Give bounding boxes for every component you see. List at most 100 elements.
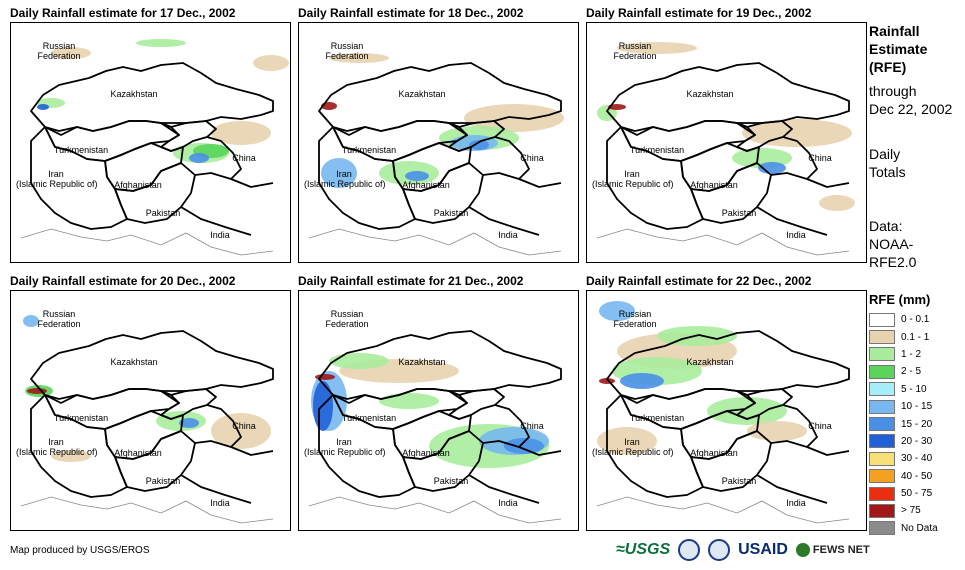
through-date: Dec 22, 2002 (869, 101, 953, 117)
country-label-india: India (210, 230, 230, 240)
rainfall-map: Russian Federation Kazakhstan Turkmenistan… (10, 22, 291, 263)
legend-item: 50 - 75 (869, 485, 938, 502)
rainfall-area (379, 393, 439, 409)
country-label-india: India (498, 498, 518, 508)
country-label-kazakhstan: Kazakhstan (110, 89, 158, 99)
rainfall-map: Russian Federation Kazakhstan Turkmenistan… (586, 22, 867, 263)
country-label-afghanistan: Afghanistan (690, 180, 738, 190)
map-svg (596, 42, 855, 256)
panel-title: Daily Rainfall estimate for 19 Dec., 200… (586, 6, 812, 20)
rainfall-area (211, 413, 271, 449)
country-border (318, 394, 416, 498)
country-border (180, 440, 274, 504)
country-border (782, 404, 818, 448)
legend-item: 40 - 50 (869, 468, 938, 485)
coastline (596, 228, 850, 256)
legend-swatch (869, 486, 895, 501)
map-svg (20, 39, 289, 256)
country-border (318, 126, 416, 230)
panel-title: Daily Rainfall estimate for 17 Dec., 200… (10, 6, 236, 20)
rainfall-area (179, 418, 199, 428)
country-label-iran: Iran (Islamic Republic of) (16, 437, 98, 457)
rainfall-map: Russian Federation Kazakhstan Turkmenistan… (298, 22, 579, 263)
country-label-pakistan: Pakistan (433, 208, 469, 218)
coastline (20, 228, 274, 256)
noaa-logo-icon (678, 539, 701, 561)
rainfall-area (608, 104, 626, 110)
legend-item: 2 - 5 (869, 363, 938, 380)
legend-title: RFE (mm) (869, 292, 931, 307)
legend-swatch (869, 451, 895, 466)
rainfall-area (620, 373, 664, 389)
country-border (494, 136, 530, 180)
data-label-3: RFE2.0 (869, 254, 917, 270)
data-label-2: NOAA- (869, 236, 914, 252)
country-border (606, 126, 704, 230)
country-label-india: India (786, 230, 806, 240)
rainfall-area (253, 55, 289, 71)
country-border (468, 172, 562, 236)
daily-label-2: Totals (869, 164, 906, 180)
country-label-pakistan: Pakistan (145, 208, 181, 218)
country-label-russia: Russian Federation (37, 309, 81, 329)
usaid-logo: USAID (738, 541, 788, 558)
coastline (596, 496, 850, 524)
country-border (206, 136, 242, 180)
rainfall-area (189, 153, 209, 163)
map-svg (20, 315, 274, 524)
legend-swatch (869, 382, 895, 397)
country-label-iran: Iran (Islamic Republic of) (592, 437, 674, 457)
through-label: through (869, 83, 917, 99)
country-label-russia: Russian Federation (325, 41, 369, 61)
legend-swatch (869, 330, 895, 345)
rainfall-area (707, 397, 787, 425)
rfe-title-2: Estimate (869, 41, 928, 57)
legend-label: 30 - 40 (901, 453, 933, 465)
legend: 0 - 0.1 0.1 - 1 1 - 2 2 - 5 5 - 10 10 - 15 15 … (869, 311, 938, 537)
country-label-russia: Russian Federation (325, 309, 369, 329)
country-label-india: India (498, 230, 518, 240)
rainfall-area (597, 427, 657, 455)
country-label-kazakhstan: Kazakhstan (398, 357, 446, 367)
legend-swatch (869, 347, 895, 362)
legend-item: 15 - 20 (869, 415, 938, 432)
country-label-turkmenistan: Turkmenistan (53, 145, 109, 155)
rainfall-map: Russian Federation Kazakhstan Turkmenistan… (10, 290, 291, 531)
legend-label: 5 - 10 (901, 383, 927, 395)
country-label-china: China (808, 153, 832, 163)
rfe-title-1: Rainfall (869, 23, 920, 39)
country-label-kazakhstan: Kazakhstan (686, 89, 734, 99)
country-label-afghanistan: Afghanistan (114, 180, 162, 190)
legend-swatch (869, 521, 895, 536)
country-label-iran: Iran (Islamic Republic of) (16, 169, 98, 189)
rainfall-area (51, 47, 91, 59)
map-svg (308, 53, 564, 256)
legend-label: 15 - 20 (901, 418, 933, 430)
legend-swatch (869, 434, 895, 449)
legend-item: 1 - 2 (869, 346, 938, 363)
country-border (756, 440, 850, 504)
coastline (20, 496, 274, 524)
legend-swatch (869, 399, 895, 414)
country-border (160, 388, 217, 420)
legend-item: 10 - 15 (869, 398, 938, 415)
rainfall-map: Russian Federation Kazakhstan Turkmenistan… (298, 290, 579, 531)
coastline (308, 496, 562, 524)
country-label-afghanistan: Afghanistan (114, 448, 162, 458)
country-label-turkmenistan: Turkmenistan (629, 145, 685, 155)
rainfall-area (329, 353, 389, 369)
panel-title: Daily Rainfall estimate for 22 Dec., 200… (586, 274, 812, 288)
legend-swatch (869, 503, 895, 518)
country-label-india: India (210, 498, 230, 508)
map-svg (596, 301, 850, 524)
panel-title: Daily Rainfall estimate for 21 Dec., 200… (298, 274, 524, 288)
country-label-china: China (232, 153, 256, 163)
country-border (44, 120, 180, 162)
country-label-pakistan: Pakistan (721, 476, 757, 486)
legend-label: 2 - 5 (901, 366, 922, 378)
country-label-iran: Iran (Islamic Republic of) (304, 169, 386, 189)
rainfall-area (329, 53, 389, 63)
legend-swatch (869, 364, 895, 379)
country-label-russia: Russian Federation (37, 41, 81, 61)
legend-item: > 75 (869, 502, 938, 519)
